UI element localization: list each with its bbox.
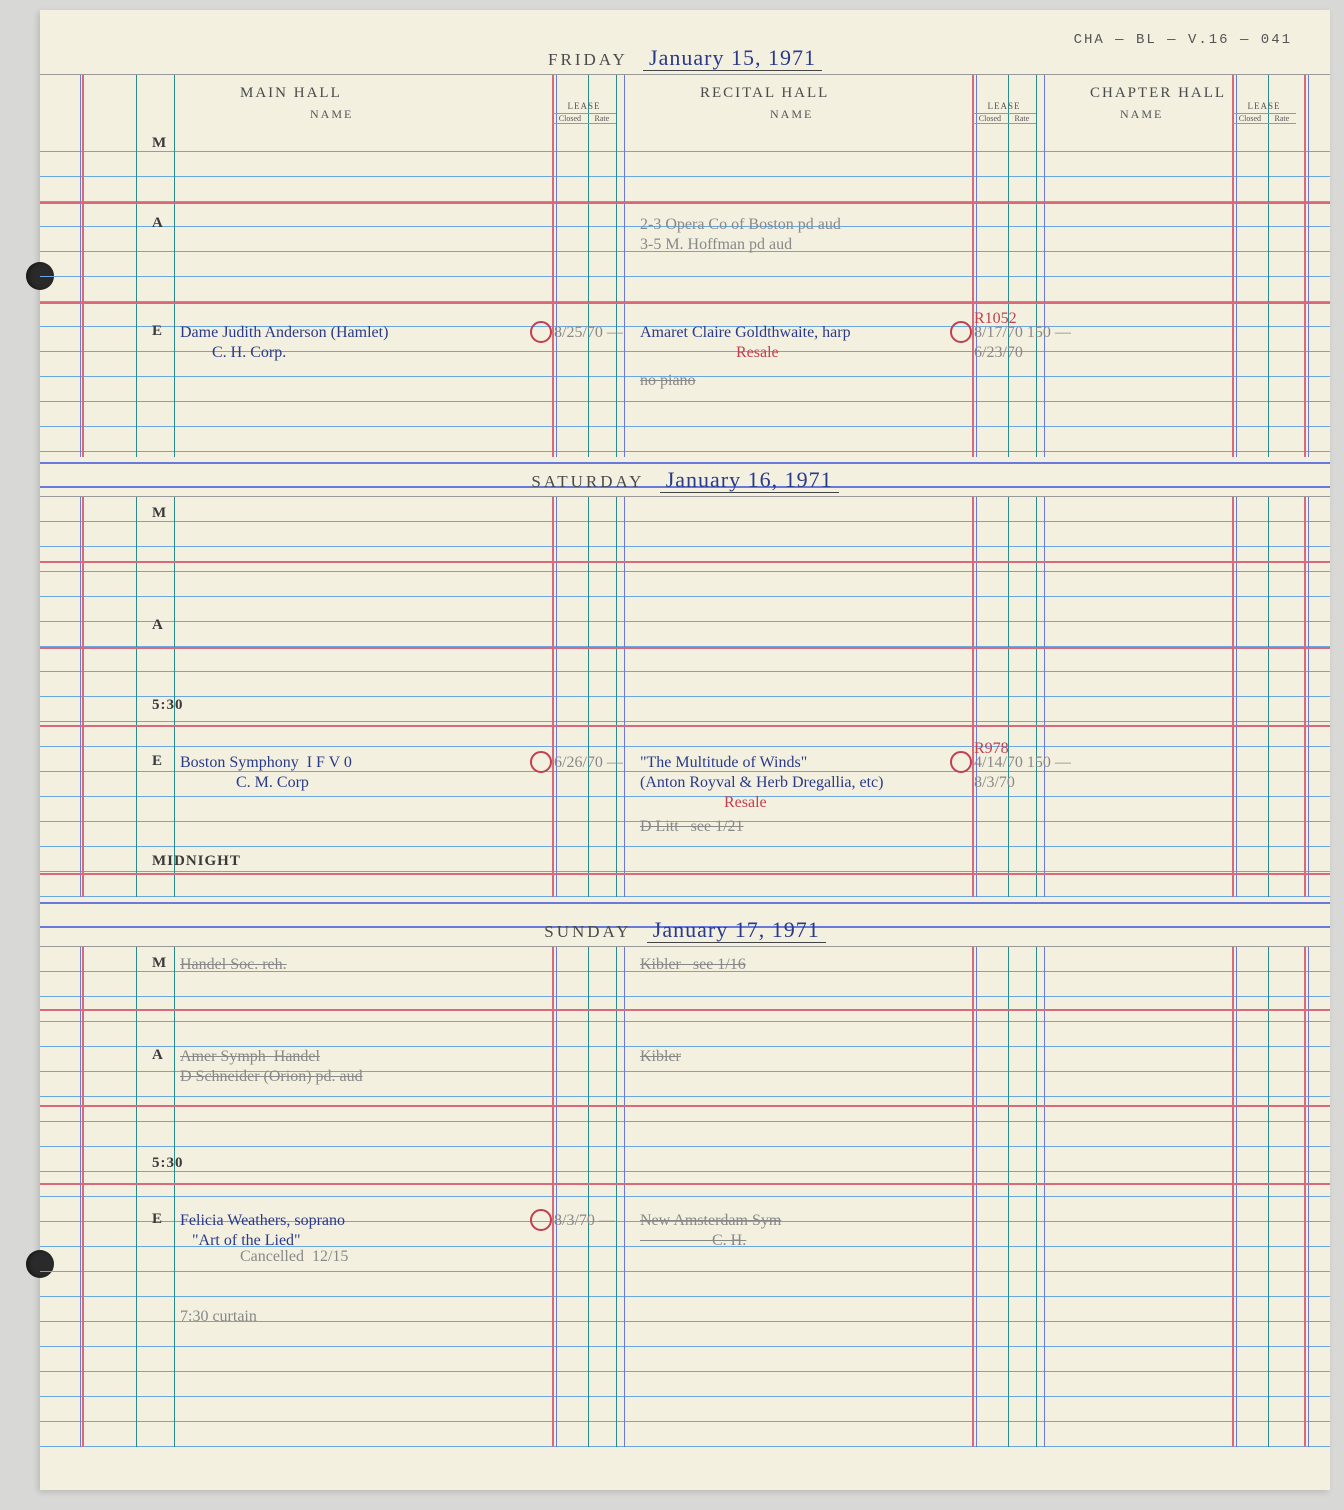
column-headers: MAIN HALL RECITAL HALL CHAPTER HALL NAME… (40, 75, 1330, 127)
lease-header: LEASE ClosedRate (972, 101, 1036, 124)
day-block: SUNDAY January 17, 1971 M A 5:30 E Handel So… (40, 910, 1330, 1447)
divider-row (40, 302, 1330, 304)
day-header: SATURDAY January 16, 1971 (40, 460, 1330, 497)
hall-header-main: MAIN HALL (240, 85, 342, 102)
time-slot-label: A (152, 1047, 164, 1064)
name-header: NAME (310, 107, 353, 122)
ledger-page: CHA — BL — V.16 — 041 FRIDAY January 15,… (40, 10, 1330, 1490)
ledger-entry: Amer Symph Handel D Schneider (Orion) pd… (180, 1047, 363, 1087)
ledger-entry: 8/25/70 — (554, 323, 623, 343)
time-slot-label: A (152, 617, 164, 634)
ledger-entry: Amaret Claire Goldthwaite, harp (640, 323, 851, 343)
ledger-entry: "The Multitude of Winds" (Anton Royval &… (640, 753, 883, 793)
ledger-entry: Dame Judith Anderson (Hamlet) C. H. Corp… (180, 323, 388, 363)
ledger-entry: 2-3 Opera Co of Boston pd aud 3-5 M. Hof… (640, 215, 841, 255)
ledger-entry: Boston Symphony I F V 0 C. M. Corp (180, 753, 352, 793)
ledger-entry: no piano (640, 371, 696, 391)
day-label: SATURDAY (531, 472, 644, 492)
ledger-entry: Kibler (640, 1047, 681, 1067)
divider-row (40, 873, 1330, 875)
divider-row (40, 561, 1330, 563)
ledger-entry: 7:30 curtain (180, 1307, 257, 1327)
time-slot-label: M (152, 505, 167, 522)
time-slot-label: M (152, 135, 167, 152)
day-header: SUNDAY January 17, 1971 (40, 910, 1330, 947)
lease-header: LEASE ClosedRate (1232, 101, 1296, 124)
divider-row (40, 1105, 1330, 1107)
ledger-entry: Cancelled 12/15 (180, 1247, 348, 1267)
name-header: NAME (770, 107, 813, 122)
ledger-entry: Resale (640, 793, 767, 813)
ledger-entry: D Litt see 1/21 (640, 817, 744, 837)
ledger-body: M A 5:30 E MIDNIGHT Boston Symphony I F V 0 C… (40, 497, 1330, 897)
lease-header: LEASE ClosedRate (552, 101, 616, 124)
circle-mark-icon (530, 321, 552, 343)
time-slot-label: E (152, 323, 163, 340)
circle-mark-icon (530, 751, 552, 773)
ledger-entry: 4/14/70 150 — 8/3/70 (974, 753, 1071, 793)
ledger-entry: Resale (640, 343, 779, 363)
time-slot-label: A (152, 215, 164, 232)
circle-mark-icon (530, 1209, 552, 1231)
circle-mark-icon (950, 321, 972, 343)
divider-row (40, 1009, 1330, 1011)
day-header: FRIDAY January 15, 1971 (40, 38, 1330, 75)
day-label: FRIDAY (548, 50, 628, 70)
name-header: NAME (1120, 107, 1163, 122)
ledger-body: M A 5:30 E Handel Soc. reh. Kibler see 1/16 Am… (40, 947, 1330, 1447)
day-date: January 16, 1971 (660, 467, 839, 493)
day-date: January 17, 1971 (647, 917, 826, 943)
ledger-entry: Handel Soc. reh. (180, 955, 287, 975)
circle-mark-icon (950, 751, 972, 773)
time-slot-label: 5:30 (152, 697, 184, 714)
divider-row (40, 647, 1330, 649)
day-date: January 15, 1971 (643, 45, 822, 71)
ledger-entry: New Amsterdam Sym C. H. (640, 1211, 781, 1251)
divider-row (40, 202, 1330, 204)
ledger-entry: Kibler see 1/16 (640, 955, 746, 975)
day-label: SUNDAY (544, 922, 631, 942)
divider-row (40, 1183, 1330, 1185)
divider-row (40, 725, 1330, 727)
day-block: FRIDAY January 15, 1971 MAIN HALL RECITA… (40, 38, 1330, 457)
ledger-entry: 8/3/70 — (554, 1211, 615, 1231)
ledger-body: M A E 2-3 Opera Co of Boston pd aud 3-5 M. … (40, 127, 1330, 457)
day-block: SATURDAY January 16, 1971 M A 5:30 E MIDNIGH… (40, 460, 1330, 897)
time-slot-label: 5:30 (152, 1155, 184, 1172)
hall-header-chapter: CHAPTER HALL (1090, 85, 1226, 102)
time-slot-label: M (152, 955, 167, 972)
hall-header-recital: RECITAL HALL (700, 85, 829, 102)
ledger-entry: 6/26/70 — (554, 753, 623, 773)
ledger-entry: Felicia Weathers, soprano "Art of the Li… (180, 1211, 345, 1251)
ledger-entry: 8/17/70 150 — 6/23/70 (974, 323, 1071, 363)
time-slot-label: MIDNIGHT (152, 853, 241, 870)
time-slot-label: E (152, 1211, 163, 1228)
time-slot-label: E (152, 753, 163, 770)
